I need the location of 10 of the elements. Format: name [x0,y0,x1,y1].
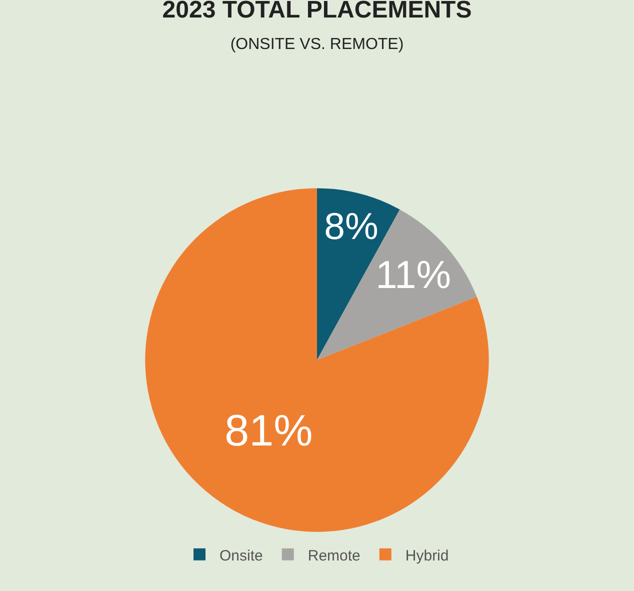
chart-subtitle: (ONSITE VS. REMOTE) [230,36,404,53]
legend-label: Hybrid [405,547,449,564]
chart-title: 2023 TOTAL PLACEMENTS [162,0,472,24]
data-label: 81% [224,406,313,456]
data-label: 11% [376,254,451,298]
legend-label: Remote [308,547,360,564]
legend-label: Onsite [220,547,263,564]
data-label: 8% [324,205,378,248]
pie-slice [145,188,489,532]
pie-slice [317,209,477,360]
